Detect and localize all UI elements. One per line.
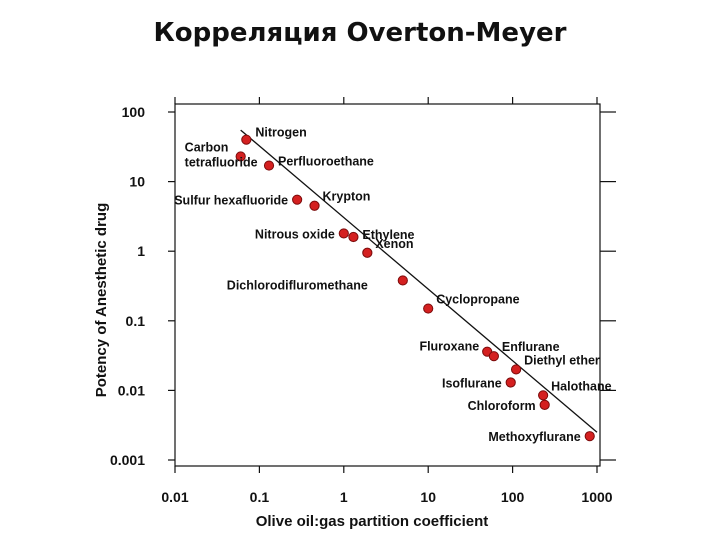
- point-label: Xenon: [375, 237, 413, 251]
- trend-line-group: [240, 129, 598, 433]
- point-label-line: Isoflurane: [442, 376, 502, 390]
- point-label-line: Halothane: [551, 379, 611, 393]
- data-point: [584, 431, 595, 442]
- data-point: [338, 228, 349, 239]
- data-point: [397, 275, 408, 286]
- point-label-line: Nitrous oxide: [255, 227, 335, 241]
- point-label: Diethyl ether: [524, 353, 600, 367]
- y-axis-title: Potency of Anesthetic drug: [93, 203, 110, 397]
- data-point: [488, 351, 499, 362]
- data-point: [241, 134, 252, 145]
- x-axis-title: Olive oil:gas partition coefficient: [256, 513, 489, 530]
- x-tick-label: 100: [501, 489, 525, 505]
- y-tick-label: 0.001: [110, 452, 145, 468]
- point-label-line: Methoxyflurane: [488, 430, 580, 444]
- slide-title: Корреляция Overton-Meyer: [153, 18, 567, 48]
- point-label: Enflurane: [502, 340, 560, 354]
- point-label-line: Chloroform: [468, 399, 536, 413]
- point-label: Chloroform: [468, 399, 536, 413]
- x-tick-label: 1000: [581, 489, 612, 505]
- x-tick-label: 0.01: [161, 489, 188, 505]
- point-label-line: Perfluoroethane: [278, 155, 374, 169]
- point-label: Carbon tetrafluoride: [185, 140, 258, 169]
- point-label-line: Enflurane: [502, 340, 560, 354]
- data-point: [423, 303, 434, 314]
- x-tick-label: 10: [420, 489, 436, 505]
- data-point: [348, 231, 359, 243]
- point-label: Fluroxane: [419, 340, 479, 354]
- y-tick-label: 100: [122, 104, 146, 120]
- data-point: [362, 247, 373, 258]
- data-point: [292, 194, 303, 205]
- point-label-line: Ethylene: [362, 228, 414, 242]
- point-label: Dichlorodifluromethane: [227, 278, 368, 292]
- x-tick-label: 1: [340, 489, 348, 505]
- point-label-line: Cyclopropane: [436, 293, 519, 307]
- plot-frame: [174, 103, 601, 467]
- point-label: Nitrous oxide: [255, 227, 335, 241]
- data-point: [538, 390, 549, 401]
- y-tick-label: 10: [129, 174, 145, 190]
- point-label-line: tetrafluoride: [185, 155, 258, 169]
- point-label-line: Fluroxane: [419, 340, 479, 354]
- point-label: Ethylene: [362, 228, 414, 242]
- y-tick-label: 1: [137, 243, 145, 259]
- point-label: Halothane: [551, 379, 611, 393]
- data-point: [263, 160, 275, 171]
- point-label-line: Krypton: [323, 190, 371, 204]
- point-label-line: Carbon: [185, 140, 229, 154]
- data-point: [235, 151, 246, 162]
- trend-line: [240, 129, 598, 433]
- point-label-line: Sulfur hexafluoride: [174, 194, 288, 208]
- y-tick-label: 0.01: [118, 382, 145, 398]
- y-axis-ticks: 100 10 1 0.1 0.01 0.001: [110, 104, 616, 468]
- point-label: Nitrogen: [255, 126, 306, 140]
- point-label: Isoflurane: [442, 376, 502, 390]
- point-label: Perfluoroethane: [278, 155, 374, 169]
- point-label: Sulfur hexafluoride: [174, 194, 288, 208]
- point-label-line: Xenon: [375, 237, 413, 251]
- x-tick-label: 0.1: [250, 489, 270, 505]
- point-label: Methoxyflurane: [488, 430, 580, 444]
- data-points: [235, 134, 595, 442]
- data-point: [309, 200, 320, 211]
- point-label: Krypton: [323, 190, 371, 204]
- data-point: [510, 364, 522, 375]
- y-tick-label: 0.1: [126, 313, 146, 329]
- point-label-line: Nitrogen: [255, 126, 306, 140]
- x-axis-ticks: 0.01 0.1 1 10 100 1000: [161, 97, 613, 505]
- data-point: [539, 399, 550, 410]
- point-label-line: Diethyl ether: [524, 353, 600, 367]
- point-label-line: Dichlorodifluromethane: [227, 278, 368, 292]
- data-point: [505, 377, 516, 388]
- point-label: Cyclopropane: [436, 293, 519, 307]
